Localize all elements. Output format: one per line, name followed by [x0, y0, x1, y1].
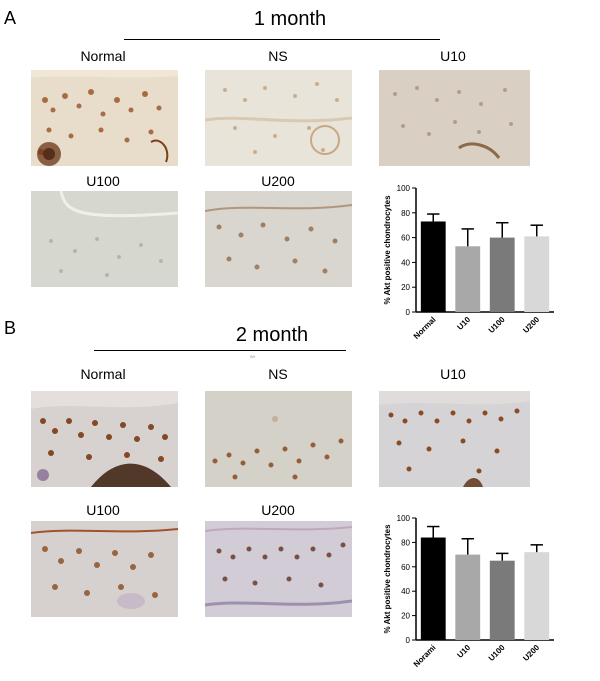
panel-b-label-u100: U100 [86, 502, 120, 518]
chart-a-bar-2 [489, 237, 515, 312]
chart-b-ytick-label-60: 60 [401, 563, 410, 572]
micrograph-b-normal [31, 391, 178, 487]
chart-a-ytick-label-80: 80 [401, 209, 410, 218]
panel-b-label-ns: NS [268, 366, 288, 382]
panel-a-label-normal: Normal [80, 48, 126, 64]
chart-b-xtick-label-1: U10 [455, 643, 472, 660]
chart-a-bar-1 [455, 246, 481, 312]
chart-a-xtick-label-0: Normal [412, 315, 438, 341]
micrograph-b-ns [205, 391, 352, 487]
chart-b-xtick-label-2: U100 [487, 643, 507, 663]
micrograph-a-ns [205, 70, 352, 166]
panel-a-label-u100: U100 [86, 173, 120, 189]
chart-b-ytick-label-20: 20 [401, 612, 410, 621]
chart-a-ytick-label-0: 0 [406, 308, 411, 317]
micrograph-b-u10 [379, 391, 530, 487]
chart-b-xtick-label-3: U200 [521, 643, 541, 663]
panel-b-label-u10: U10 [440, 366, 466, 382]
chart-a-ytick-label-60: 60 [401, 234, 410, 243]
micrograph-b-u100 [31, 521, 178, 617]
chart-b-ytick-label-40: 40 [401, 587, 410, 596]
panel-a-label-ns: NS [268, 48, 288, 64]
panel-a-title: 1 month [253, 8, 327, 30]
chart-b-ytick-label-100: 100 [397, 514, 411, 523]
chart-b-svg: 0 20 40 60 80 100 % Akt positive chondrocytes N… [383, 514, 554, 669]
chart-b-ylabel: % Akt positive chondrocytes [383, 524, 392, 634]
chart-b-bar-3 [524, 552, 550, 640]
micrograph-a-u200 [205, 191, 352, 287]
panel-b-label-u200: U200 [261, 502, 295, 518]
chart-a: 0 20 40 60 80 100 % Akt positive chondrocytes N… [372, 176, 562, 356]
chart-b-ytick-label-80: 80 [401, 538, 410, 547]
chart-a-xtick-label-2: U100 [487, 315, 507, 335]
panel-a-label-u200: U200 [261, 173, 295, 189]
chart-a-xtick-label-3: U200 [521, 315, 541, 335]
chart-a-bar-0 [420, 221, 446, 312]
chart-b: 0 20 40 60 80 100 % Akt positive chondrocytes N… [372, 506, 562, 676]
panel-a-letter: A [4, 8, 17, 28]
panel-b-label-normal: Normal [80, 366, 126, 382]
chart-a-ylabel: % Akt positive chondrocytes [383, 195, 392, 305]
chart-b-ytick-label-0: 0 [406, 636, 411, 645]
panel-a-label-u10: U10 [440, 48, 466, 64]
chart-a-bar-3 [524, 236, 550, 312]
chart-a-ytick-label-40: 40 [401, 258, 410, 267]
chart-b-xtick-label-0: Norami [412, 643, 438, 669]
chart-a-svg: 0 20 40 60 80 100 % Akt positive chondrocytes N… [383, 184, 554, 341]
chart-a-ytick-label-20: 20 [401, 283, 410, 292]
chart-a-xtick-label-1: U10 [455, 315, 472, 332]
micrograph-a-u100 [31, 191, 178, 287]
chart-a-ytick-label-100: 100 [397, 184, 411, 193]
chart-b-bar-0 [420, 537, 446, 640]
chart-b-bar-1 [455, 554, 481, 640]
panel-b-title: 2 month [235, 324, 309, 346]
panel-b-letter: B [4, 318, 17, 338]
chart-b-bar-2 [489, 560, 515, 640]
panel-b-title-rule [94, 350, 346, 351]
micrograph-a-u10 [379, 70, 530, 166]
micrograph-b-u200 [205, 521, 352, 617]
panel-a-title-rule [124, 39, 440, 40]
panel-b-tiny-mark: Wr [250, 354, 256, 359]
micrograph-a-normal [31, 70, 178, 166]
